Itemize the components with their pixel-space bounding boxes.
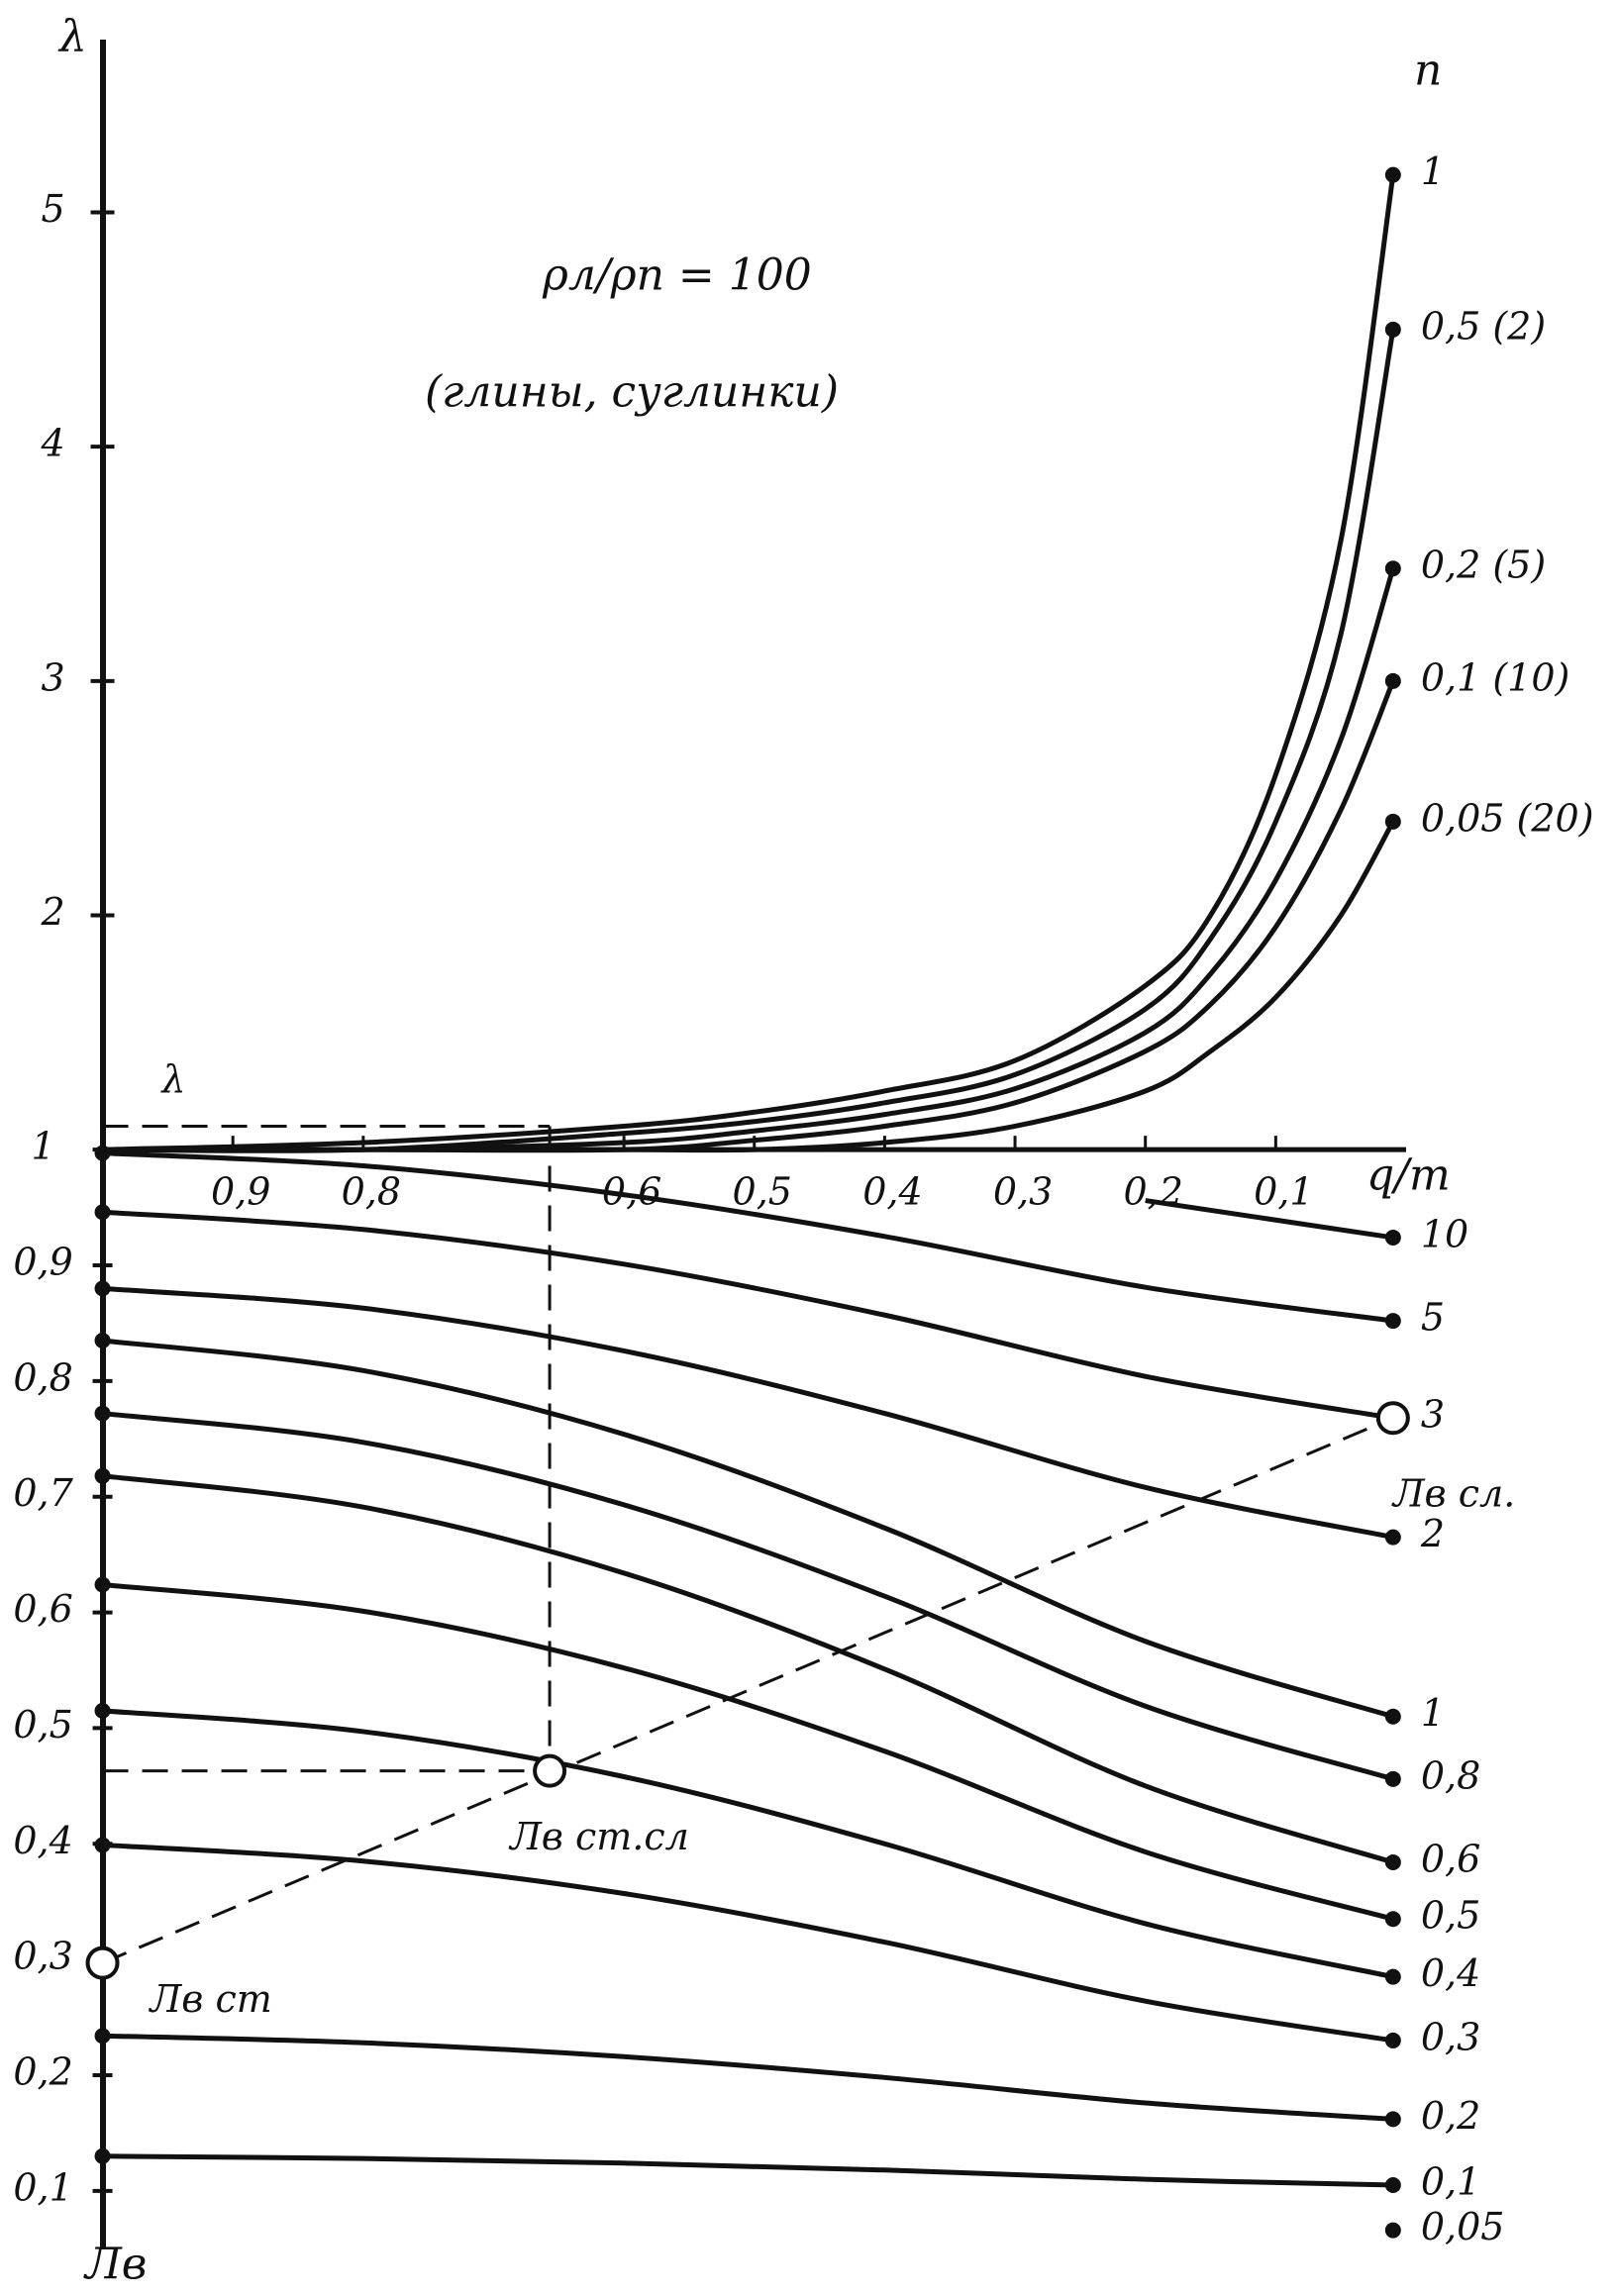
series-label: 3 bbox=[1421, 1393, 1445, 1437]
curve bbox=[102, 2153, 1393, 2188]
y-tick-label: 0,3 bbox=[13, 1935, 72, 1978]
series-label: 0,8 bbox=[1421, 1753, 1480, 1797]
curve-dot bbox=[94, 1280, 111, 1297]
curve-dot bbox=[1384, 321, 1401, 338]
series-label: 0,2 (5) bbox=[1421, 544, 1546, 587]
x-tick-label: 0,8 bbox=[342, 1170, 401, 1214]
curve-dot bbox=[1384, 2222, 1401, 2239]
y-axis-label: Лв bbox=[83, 2240, 147, 2290]
series-label: 0,3 bbox=[1421, 2015, 1480, 2058]
y-tick-label: 3 bbox=[41, 655, 64, 699]
y-axis-label: λ bbox=[57, 12, 87, 62]
y-tick-label: 5 bbox=[41, 187, 64, 231]
series-label: 0,4 bbox=[1421, 1951, 1480, 1995]
construction-point bbox=[85, 1946, 120, 1980]
series-label: 0,2 bbox=[1421, 2094, 1480, 2138]
series-label: 10 bbox=[1421, 1212, 1468, 1255]
curve bbox=[102, 1411, 1394, 1782]
curve bbox=[102, 329, 1396, 1153]
series-label: 0,05 bbox=[1421, 2205, 1505, 2248]
curve-dot bbox=[94, 1576, 111, 1593]
series-label: 2 bbox=[1420, 1512, 1445, 1555]
y-tick-label: 2 bbox=[40, 890, 64, 934]
curve-dot bbox=[94, 1332, 111, 1348]
curve-dot bbox=[1384, 1529, 1401, 1546]
y-tick-label: 0,8 bbox=[13, 1355, 72, 1399]
curve-dot bbox=[1384, 2032, 1401, 2048]
curve bbox=[102, 820, 1396, 1153]
curve-dot bbox=[94, 1467, 111, 1484]
curve-dot bbox=[1384, 2176, 1401, 2193]
y-tick-label: 0,5 bbox=[13, 1703, 72, 1747]
curve bbox=[1145, 1198, 1394, 1241]
x-axis-label: q/m bbox=[1366, 1150, 1451, 1201]
construction-point-label: Лв сл. bbox=[1391, 1472, 1515, 1516]
curve bbox=[102, 1150, 1394, 1324]
construction-label: λ bbox=[160, 1057, 186, 1101]
series-label: 0,05 (20) bbox=[1421, 796, 1594, 840]
series-label: 0,5 (2) bbox=[1421, 304, 1546, 348]
construction-point bbox=[1375, 1401, 1410, 1436]
curve bbox=[102, 1708, 1394, 1980]
construction-point bbox=[533, 1753, 567, 1788]
annotation: (глины, суглинки) bbox=[425, 367, 839, 418]
series-label: 1 bbox=[1421, 150, 1445, 193]
series-label: 0,5 bbox=[1421, 1894, 1480, 1938]
curve bbox=[102, 1473, 1394, 1865]
annotation: ρл/ρп = 100 bbox=[542, 250, 812, 301]
x-tick-label: 0,9 bbox=[211, 1170, 270, 1214]
y-tick-label: 0,1 bbox=[13, 2165, 72, 2209]
curve-dot bbox=[94, 2028, 111, 2045]
series-label: 0,6 bbox=[1421, 1837, 1480, 1880]
curve-dot bbox=[94, 1405, 111, 1422]
y-tick-label: 0,7 bbox=[13, 1471, 73, 1515]
legend-title: n bbox=[1414, 46, 1442, 96]
curve bbox=[102, 174, 1396, 1152]
y-tick-label: 0,6 bbox=[13, 1587, 72, 1631]
construction-line bbox=[101, 1416, 1394, 1965]
curve-dot bbox=[1384, 1968, 1401, 1985]
series-label: 0,1 (10) bbox=[1421, 655, 1570, 699]
construction-point-label: Лв ст bbox=[149, 1977, 272, 2021]
x-tick-label: 0,4 bbox=[862, 1170, 922, 1214]
y-tick-label: 4 bbox=[40, 422, 64, 465]
curve-dot bbox=[1384, 1313, 1401, 1330]
curve-dot bbox=[1384, 560, 1401, 577]
curve-dot bbox=[1384, 813, 1401, 830]
series-label: 5 bbox=[1421, 1296, 1445, 1340]
x-tick-label: 0,1 bbox=[1254, 1170, 1313, 1214]
curve bbox=[102, 1582, 1394, 1922]
curve-dot bbox=[94, 1702, 111, 1719]
series-label: 1 bbox=[1421, 1691, 1445, 1735]
curve-dot bbox=[1384, 1853, 1401, 1870]
curve bbox=[102, 1285, 1394, 1541]
x-tick-label: 0,3 bbox=[993, 1170, 1053, 1214]
series-label: 0,1 bbox=[1421, 2159, 1480, 2203]
y-tick-label: 1 bbox=[31, 1125, 54, 1168]
curve-dot bbox=[1384, 1229, 1401, 1246]
curve-dot bbox=[1384, 1911, 1401, 1928]
curve-dot bbox=[94, 1145, 111, 1161]
curve-dot bbox=[1384, 1708, 1401, 1725]
construction-point-label: Лв ст.сл bbox=[508, 1815, 689, 1858]
curve-dot bbox=[94, 1837, 111, 1853]
y-tick-label: 0,2 bbox=[13, 2049, 72, 2093]
curve-dot bbox=[1384, 1770, 1401, 1787]
curve-dot bbox=[94, 2147, 111, 2164]
curve bbox=[102, 1338, 1394, 1720]
curve-dot bbox=[1384, 672, 1401, 689]
curve-dot bbox=[1384, 166, 1401, 183]
curve-dot bbox=[1384, 2111, 1401, 2128]
x-tick-label: 0,5 bbox=[733, 1170, 792, 1214]
y-tick-label: 0,9 bbox=[13, 1241, 72, 1284]
curve-dot bbox=[94, 1204, 111, 1221]
y-tick-label: 0,4 bbox=[13, 1819, 72, 1862]
curve bbox=[102, 1842, 1394, 2044]
curve bbox=[102, 1209, 1394, 1421]
curve bbox=[102, 2033, 1394, 2122]
